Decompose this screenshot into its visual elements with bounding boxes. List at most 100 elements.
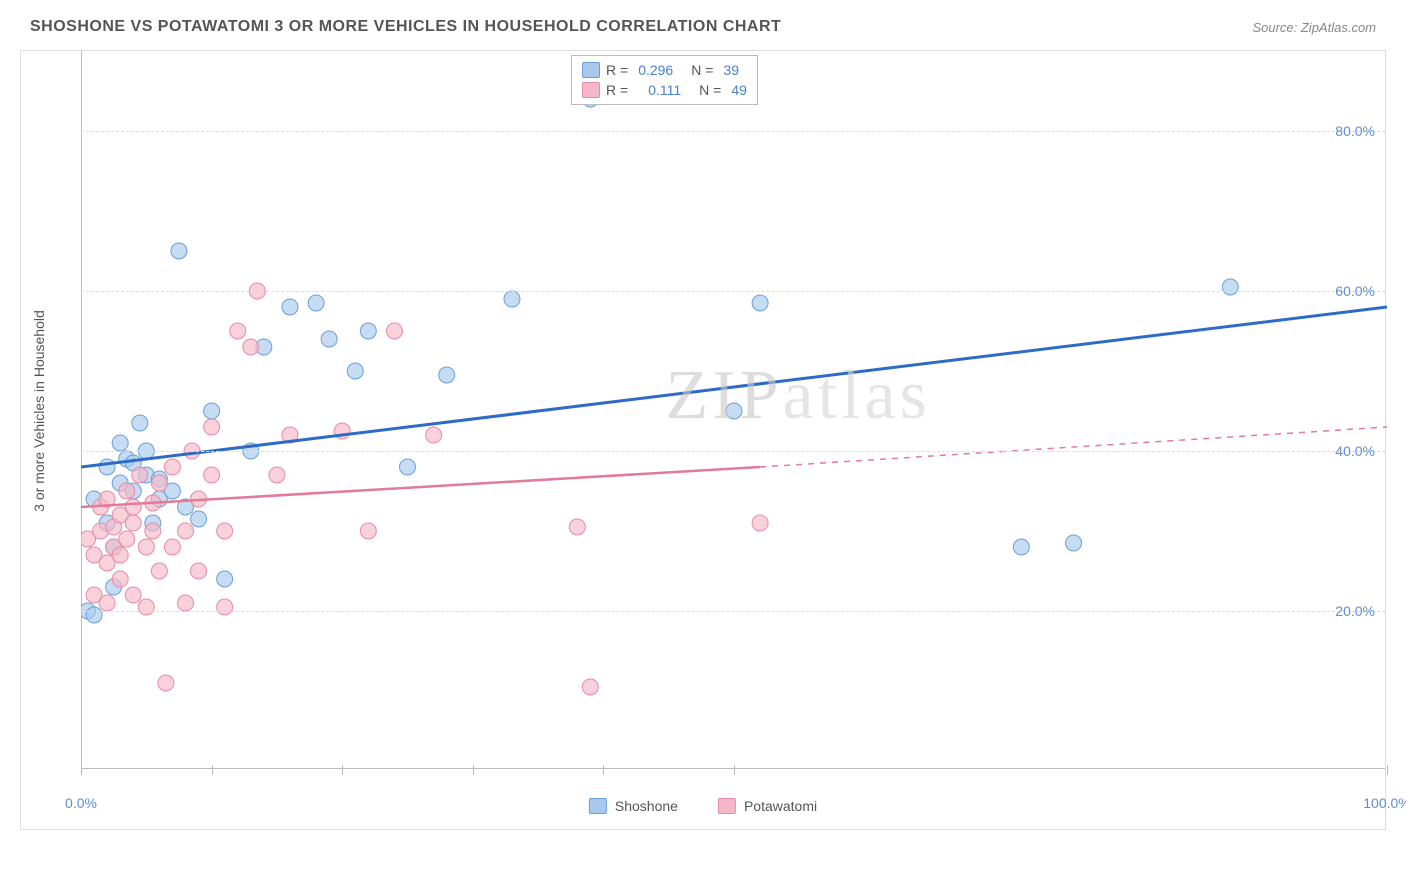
data-point bbox=[138, 539, 154, 555]
data-point bbox=[177, 595, 193, 611]
plot-svg bbox=[81, 51, 1387, 771]
y-tick-label: 40.0% bbox=[1335, 443, 1375, 459]
data-point bbox=[386, 323, 402, 339]
regression-line bbox=[760, 427, 1387, 467]
data-point bbox=[164, 459, 180, 475]
data-point bbox=[145, 523, 161, 539]
swatch-shoshone-bottom bbox=[589, 798, 607, 814]
data-point bbox=[99, 459, 115, 475]
legend-row-potawatomi: R = 0.111 N = 49 bbox=[582, 80, 747, 100]
data-point bbox=[726, 403, 742, 419]
data-point bbox=[164, 539, 180, 555]
data-point bbox=[204, 403, 220, 419]
data-point bbox=[752, 295, 768, 311]
gridline-h bbox=[81, 131, 1385, 132]
data-point bbox=[1066, 535, 1082, 551]
r-value-shoshone: 0.296 bbox=[638, 60, 673, 80]
gridline-h bbox=[81, 451, 1385, 452]
plot-area: ZIPatlas R = 0.296 N = 39 R = 0.111 N = … bbox=[81, 51, 1385, 769]
y-tick-label: 80.0% bbox=[1335, 123, 1375, 139]
data-point bbox=[177, 523, 193, 539]
n-value-potawatomi: 49 bbox=[731, 80, 747, 100]
r-value-potawatomi: 0.111 bbox=[648, 80, 681, 100]
data-point bbox=[125, 587, 141, 603]
r-label: R = bbox=[606, 80, 628, 100]
data-point bbox=[119, 483, 135, 499]
chart-title: SHOSHONE VS POTAWATOMI 3 OR MORE VEHICLE… bbox=[30, 18, 781, 36]
r-label: R = bbox=[606, 60, 628, 80]
x-tick bbox=[212, 765, 213, 775]
data-point bbox=[204, 467, 220, 483]
data-point bbox=[752, 515, 768, 531]
data-point bbox=[230, 323, 246, 339]
regression-line bbox=[81, 307, 1387, 467]
data-point bbox=[191, 511, 207, 527]
x-tick bbox=[342, 765, 343, 775]
data-point bbox=[151, 475, 167, 491]
chart-container: SHOSHONE VS POTAWATOMI 3 OR MORE VEHICLE… bbox=[0, 0, 1406, 892]
data-point bbox=[217, 599, 233, 615]
y-tick-label: 20.0% bbox=[1335, 603, 1375, 619]
x-tick bbox=[1387, 765, 1388, 775]
n-label: N = bbox=[699, 80, 721, 100]
data-point bbox=[158, 675, 174, 691]
data-point bbox=[426, 427, 442, 443]
data-point bbox=[86, 607, 102, 623]
regression-line bbox=[81, 467, 760, 507]
data-point bbox=[347, 363, 363, 379]
data-point bbox=[400, 459, 416, 475]
data-point bbox=[1222, 279, 1238, 295]
n-value-shoshone: 39 bbox=[723, 60, 739, 80]
chart-wrapper: 3 or more Vehicles in Household ZIPatlas… bbox=[20, 50, 1386, 830]
data-point bbox=[112, 547, 128, 563]
data-point bbox=[269, 467, 285, 483]
data-point bbox=[112, 571, 128, 587]
data-point bbox=[360, 323, 376, 339]
x-tick-label: 0.0% bbox=[65, 795, 97, 811]
data-point bbox=[504, 291, 520, 307]
data-point bbox=[569, 519, 585, 535]
legend-label-potawatomi: Potawatomi bbox=[744, 798, 817, 814]
legend-row-shoshone: R = 0.296 N = 39 bbox=[582, 60, 747, 80]
swatch-shoshone bbox=[582, 62, 600, 78]
data-point bbox=[1013, 539, 1029, 555]
legend-item-potawatomi: Potawatomi bbox=[718, 798, 817, 814]
data-point bbox=[282, 299, 298, 315]
data-point bbox=[217, 523, 233, 539]
y-tick-label: 60.0% bbox=[1335, 283, 1375, 299]
data-point bbox=[308, 295, 324, 311]
x-tick bbox=[734, 765, 735, 775]
y-axis-label: 3 or more Vehicles in Household bbox=[31, 310, 47, 512]
x-tick-label: 100.0% bbox=[1363, 795, 1406, 811]
data-point bbox=[112, 435, 128, 451]
data-point bbox=[171, 243, 187, 259]
data-point bbox=[439, 367, 455, 383]
legend-item-shoshone: Shoshone bbox=[589, 798, 678, 814]
series-legend: Shoshone Potawatomi bbox=[589, 798, 817, 814]
n-label: N = bbox=[691, 60, 713, 80]
gridline-h bbox=[81, 611, 1385, 612]
title-bar: SHOSHONE VS POTAWATOMI 3 OR MORE VEHICLE… bbox=[20, 10, 1386, 50]
x-tick bbox=[81, 765, 82, 775]
data-point bbox=[132, 467, 148, 483]
data-point bbox=[151, 563, 167, 579]
data-point bbox=[243, 339, 259, 355]
data-point bbox=[119, 531, 135, 547]
data-point bbox=[217, 571, 233, 587]
data-point bbox=[582, 679, 598, 695]
source-label: Source: ZipAtlas.com bbox=[1252, 20, 1376, 35]
legend-label-shoshone: Shoshone bbox=[615, 798, 678, 814]
data-point bbox=[191, 563, 207, 579]
data-point bbox=[204, 419, 220, 435]
swatch-potawatomi-bottom bbox=[718, 798, 736, 814]
data-point bbox=[138, 599, 154, 615]
data-point bbox=[125, 499, 141, 515]
x-tick bbox=[473, 765, 474, 775]
data-point bbox=[132, 415, 148, 431]
data-point bbox=[360, 523, 376, 539]
correlation-legend: R = 0.296 N = 39 R = 0.111 N = 49 bbox=[571, 55, 758, 105]
gridline-h bbox=[81, 291, 1385, 292]
swatch-potawatomi bbox=[582, 82, 600, 98]
x-tick bbox=[603, 765, 604, 775]
data-point bbox=[99, 595, 115, 611]
